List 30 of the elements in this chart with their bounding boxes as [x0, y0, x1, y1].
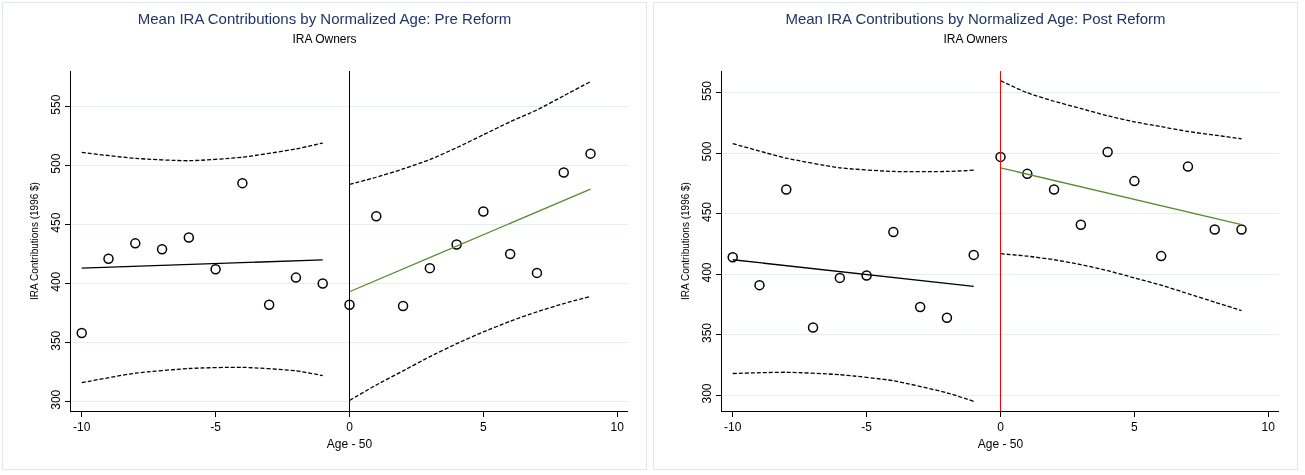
y-axis-title: IRA Contributions (1996 $)	[680, 182, 692, 300]
chart-subtitle: IRA Owners	[943, 32, 1008, 47]
y-tick-label: 350	[700, 322, 715, 343]
y-tick-label: 300	[700, 383, 715, 404]
chart-title: Mean IRA Contributions by Normalized Age: Pre Reform	[137, 9, 512, 27]
y-tick-label: 550	[49, 94, 64, 115]
x-tick-label: 0	[997, 420, 1005, 435]
chart-subtitle: IRA Owners	[292, 32, 357, 47]
x-tick-label: 5	[1131, 420, 1139, 435]
x-axis-title: Age - 50	[977, 437, 1024, 452]
y-tick-label: 500	[700, 141, 715, 162]
x-tick-label: 10	[1261, 420, 1276, 435]
y-tick-label: 550	[700, 80, 715, 101]
chart-title: Mean IRA Contributions by Normalized Age: Post Reform	[785, 9, 1166, 27]
y-tick-label: 500	[49, 153, 64, 174]
x-tick-label: 10	[610, 420, 625, 435]
x-tick-label: 5	[480, 420, 488, 435]
x-tick-label: 0	[346, 420, 354, 435]
y-tick-label: 350	[49, 330, 64, 351]
y-tick-label: 400	[700, 262, 715, 283]
y-axis-title: IRA Contributions (1996 $)	[29, 182, 41, 300]
x-tick-label: -10	[73, 420, 91, 435]
y-tick-label: 450	[700, 201, 715, 222]
y-tick-label: 400	[49, 271, 64, 292]
x-axis-title: Age - 50	[326, 437, 373, 452]
x-tick-label: -10	[724, 420, 742, 435]
y-tick-label: 450	[49, 212, 64, 233]
x-tick-label: -5	[210, 420, 222, 435]
y-tick-label: 300	[49, 389, 64, 410]
x-tick-label: -5	[861, 420, 873, 435]
